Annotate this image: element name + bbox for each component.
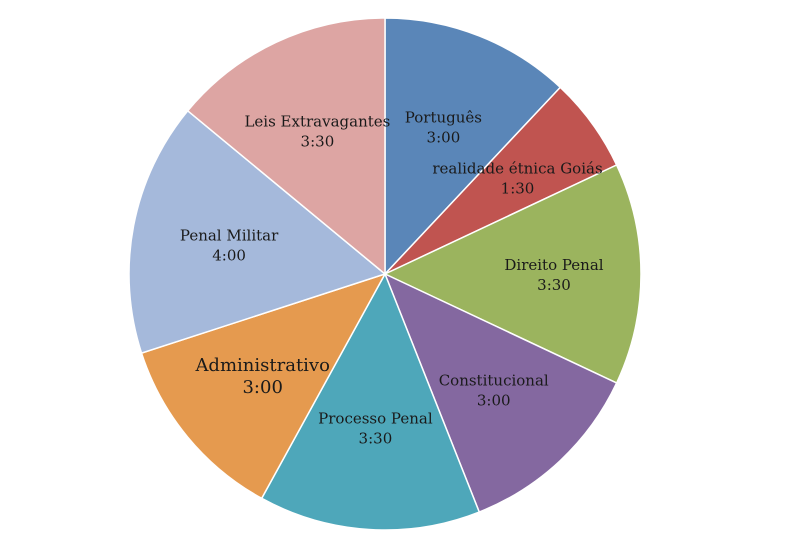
pie-slice-leis-extravagantes — [186, 17, 386, 276]
slice-label: realidade étnica Goiás — [432, 160, 602, 178]
slice-label: Administrativo — [194, 355, 330, 376]
slice-label: Português — [405, 108, 482, 126]
slice-label: Penal Militar — [180, 226, 279, 244]
pie-slice-penal-militar — [128, 109, 387, 355]
pie-slice-constitucional — [383, 272, 618, 513]
slice-label: Direito Penal — [504, 256, 603, 274]
slice-value-label: 4:00 — [212, 246, 246, 264]
pie-slice-portugu-s — [384, 17, 562, 276]
slice-value-label: 3:30 — [537, 276, 571, 294]
slice-value-label: 3:00 — [477, 392, 511, 410]
slice-label: Leis Extravagantes — [244, 112, 390, 130]
pie-slice-processo-penal — [260, 272, 481, 531]
pie-slice-direito-penal — [383, 164, 642, 384]
slice-value-label: 1:30 — [501, 180, 535, 198]
slice-label: Constitucional — [439, 372, 549, 390]
slice-label: Processo Penal — [318, 409, 433, 427]
slice-value-label: 3:00 — [242, 377, 282, 398]
slice-value-label: 3:30 — [359, 429, 393, 447]
pie-slice-administrativo — [140, 272, 387, 500]
slice-value-label: 3:30 — [301, 132, 335, 150]
slice-value-label: 3:00 — [427, 128, 461, 146]
